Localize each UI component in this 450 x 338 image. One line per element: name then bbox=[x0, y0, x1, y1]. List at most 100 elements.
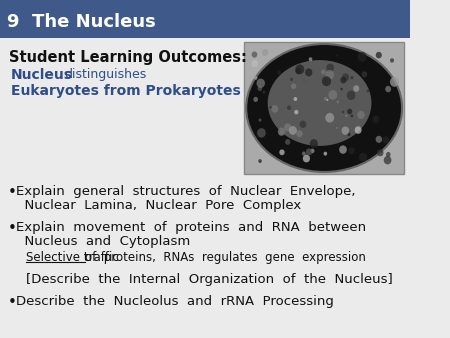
Circle shape bbox=[337, 100, 339, 103]
Circle shape bbox=[258, 118, 261, 122]
Text: •: • bbox=[7, 295, 16, 310]
Circle shape bbox=[326, 99, 328, 101]
Circle shape bbox=[347, 132, 351, 136]
Circle shape bbox=[278, 127, 285, 136]
FancyBboxPatch shape bbox=[0, 0, 410, 38]
Text: •: • bbox=[7, 185, 16, 200]
Text: Nucleus  and  Cytoplasm: Nucleus and Cytoplasm bbox=[16, 235, 191, 248]
Circle shape bbox=[252, 51, 257, 58]
Circle shape bbox=[347, 109, 352, 114]
Ellipse shape bbox=[268, 60, 371, 146]
Circle shape bbox=[257, 128, 266, 138]
Circle shape bbox=[328, 90, 337, 100]
Circle shape bbox=[289, 126, 297, 135]
Circle shape bbox=[348, 147, 355, 154]
Text: Student Learning Outcomes:: Student Learning Outcomes: bbox=[9, 50, 247, 65]
Text: distinguishes: distinguishes bbox=[64, 68, 146, 81]
Circle shape bbox=[373, 116, 379, 123]
Circle shape bbox=[359, 153, 367, 162]
Circle shape bbox=[303, 154, 310, 162]
Circle shape bbox=[357, 111, 364, 119]
Circle shape bbox=[277, 70, 281, 75]
Circle shape bbox=[263, 91, 265, 94]
Circle shape bbox=[279, 149, 285, 155]
Circle shape bbox=[325, 113, 334, 123]
Circle shape bbox=[325, 70, 334, 79]
Circle shape bbox=[270, 106, 272, 108]
Circle shape bbox=[290, 78, 293, 81]
Circle shape bbox=[279, 131, 283, 135]
Circle shape bbox=[340, 88, 343, 90]
Circle shape bbox=[340, 77, 346, 83]
Circle shape bbox=[351, 115, 353, 117]
Circle shape bbox=[302, 78, 306, 83]
Circle shape bbox=[291, 83, 296, 89]
Circle shape bbox=[367, 90, 369, 92]
Circle shape bbox=[376, 136, 382, 143]
Circle shape bbox=[254, 76, 257, 80]
Circle shape bbox=[262, 49, 268, 56]
Circle shape bbox=[339, 145, 347, 154]
Circle shape bbox=[385, 86, 391, 92]
Circle shape bbox=[258, 159, 262, 163]
Circle shape bbox=[382, 136, 389, 144]
Circle shape bbox=[362, 71, 367, 77]
Circle shape bbox=[326, 64, 334, 72]
Text: 9  The Nucleus: 9 The Nucleus bbox=[7, 13, 156, 31]
Text: •: • bbox=[7, 221, 16, 236]
Text: of  proteins,  RNAs  regulates  gene  expression: of proteins, RNAs regulates gene express… bbox=[85, 251, 366, 264]
Circle shape bbox=[384, 156, 392, 164]
Circle shape bbox=[285, 139, 290, 145]
Circle shape bbox=[342, 73, 349, 81]
Circle shape bbox=[342, 111, 344, 113]
Circle shape bbox=[355, 126, 362, 134]
Circle shape bbox=[358, 52, 367, 62]
Text: Selective traffic: Selective traffic bbox=[26, 251, 122, 264]
Circle shape bbox=[287, 105, 291, 110]
Circle shape bbox=[253, 97, 258, 102]
Circle shape bbox=[305, 68, 312, 76]
Circle shape bbox=[293, 97, 297, 101]
Circle shape bbox=[271, 105, 278, 113]
Circle shape bbox=[376, 52, 382, 58]
Circle shape bbox=[345, 114, 348, 117]
Circle shape bbox=[324, 152, 327, 155]
Circle shape bbox=[377, 149, 383, 156]
Circle shape bbox=[256, 78, 265, 88]
Circle shape bbox=[325, 112, 328, 115]
Circle shape bbox=[353, 85, 359, 92]
Text: [Describe  the  Internal  Organization  of  the  Nucleus]: [Describe the Internal Organization of t… bbox=[26, 273, 392, 286]
Circle shape bbox=[386, 152, 391, 157]
Circle shape bbox=[302, 151, 306, 156]
Circle shape bbox=[324, 97, 328, 101]
Circle shape bbox=[310, 149, 315, 153]
Circle shape bbox=[390, 77, 399, 87]
Circle shape bbox=[294, 110, 298, 115]
Circle shape bbox=[309, 57, 312, 61]
Circle shape bbox=[295, 65, 304, 74]
Circle shape bbox=[342, 126, 349, 135]
Circle shape bbox=[252, 60, 258, 67]
Circle shape bbox=[257, 86, 262, 91]
Circle shape bbox=[306, 148, 312, 155]
Ellipse shape bbox=[246, 44, 402, 172]
Circle shape bbox=[350, 76, 353, 79]
Circle shape bbox=[296, 130, 303, 137]
Circle shape bbox=[284, 123, 291, 131]
Circle shape bbox=[347, 91, 356, 100]
Circle shape bbox=[310, 139, 318, 148]
Circle shape bbox=[336, 127, 338, 129]
Circle shape bbox=[390, 58, 394, 63]
Circle shape bbox=[336, 54, 338, 56]
Text: Explain  general  structures  of  Nuclear  Envelope,: Explain general structures of Nuclear En… bbox=[16, 185, 356, 198]
Circle shape bbox=[321, 70, 325, 74]
Text: Explain  movement  of  proteins  and  RNA  between: Explain movement of proteins and RNA bet… bbox=[16, 221, 367, 234]
Text: Nucleus: Nucleus bbox=[11, 68, 73, 82]
Circle shape bbox=[322, 76, 331, 86]
Text: Eukaryotes from Prokaryotes: Eukaryotes from Prokaryotes bbox=[11, 84, 241, 98]
FancyBboxPatch shape bbox=[244, 42, 404, 174]
Circle shape bbox=[295, 68, 301, 74]
Circle shape bbox=[300, 121, 306, 128]
Text: Nuclear  Lamina,  Nuclear  Pore  Complex: Nuclear Lamina, Nuclear Pore Complex bbox=[16, 199, 302, 212]
Text: Describe  the  Nucleolus  and  rRNA  Processing: Describe the Nucleolus and rRNA Processi… bbox=[16, 295, 334, 308]
